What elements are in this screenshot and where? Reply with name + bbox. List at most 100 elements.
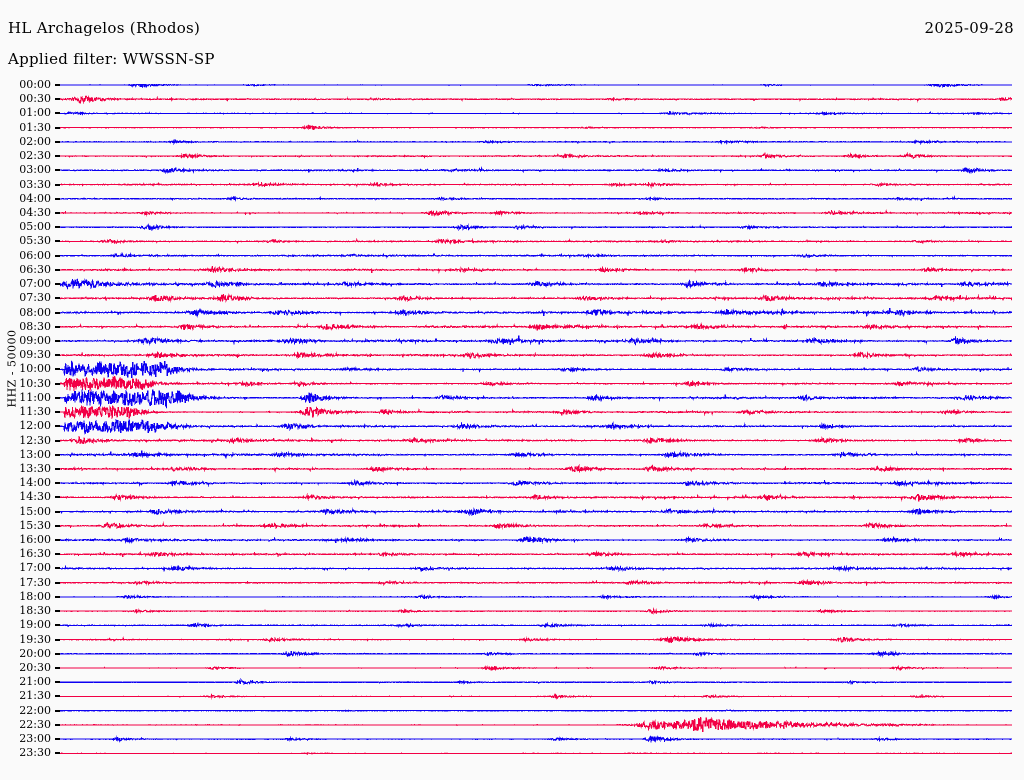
time-axis-tick (55, 112, 60, 115)
time-axis-tick (55, 439, 60, 442)
time-axis-tick (55, 140, 60, 143)
time-axis-tick (55, 453, 60, 456)
time-axis-tick (55, 667, 60, 670)
helicorder-plot (60, 84, 1015, 776)
waveform-trace (60, 181, 1012, 189)
waveform-trace (60, 376, 1012, 392)
waveform-trace (60, 436, 1012, 445)
time-axis: 00:00 00:30 01:00 01:30 02:00 02:30 03:00 03:30… (0, 79, 60, 774)
waveform-trace (60, 709, 1012, 712)
time-axis-tick (55, 652, 60, 655)
time-axis-label: 22:30 (19, 717, 51, 731)
waveform-trace (60, 621, 1012, 629)
time-axis-label: 05:00 (19, 220, 51, 234)
waveform-trace (60, 735, 1012, 743)
time-axis-tick (55, 169, 60, 172)
time-axis-label: 23:30 (19, 746, 51, 760)
time-axis-tick (55, 126, 60, 129)
time-axis-label: 07:30 (19, 291, 51, 305)
time-axis-tick (55, 339, 60, 342)
time-axis-label: 10:30 (19, 376, 51, 390)
time-axis-label: 00:30 (19, 92, 51, 106)
waveform-trace (60, 692, 1012, 700)
time-axis-tick (55, 411, 60, 414)
time-axis-label: 14:00 (19, 476, 51, 490)
waveform-trace (60, 335, 1012, 346)
time-axis-label: 06:30 (19, 262, 51, 276)
waveform-trace (60, 252, 1012, 259)
waveform-trace (60, 350, 1012, 360)
waveform-trace (60, 564, 1012, 573)
time-axis-label: 01:00 (19, 106, 51, 120)
time-axis-label: 03:30 (19, 177, 51, 191)
time-axis-tick (55, 539, 60, 542)
time-axis-tick (55, 553, 60, 556)
waveform-trace (60, 463, 1012, 474)
time-axis-tick (55, 297, 60, 300)
time-axis-tick (55, 325, 60, 328)
time-axis-label: 19:00 (19, 618, 51, 632)
time-axis-label: 08:30 (19, 319, 51, 333)
time-axis-label: 04:00 (19, 191, 51, 205)
time-axis-label: 08:00 (19, 305, 51, 319)
time-axis-label: 02:30 (19, 149, 51, 163)
time-axis-label: 22:00 (19, 703, 51, 717)
time-axis-tick (55, 510, 60, 513)
time-axis-tick (55, 567, 60, 570)
time-axis-tick (55, 496, 60, 499)
time-axis-tick (55, 311, 60, 314)
time-axis-label: 01:30 (19, 120, 51, 134)
time-axis-tick (55, 595, 60, 598)
waveform-trace (60, 650, 1012, 658)
time-axis-tick (55, 482, 60, 485)
waveform-trace (60, 635, 1012, 644)
time-axis-tick (55, 709, 60, 712)
time-axis-label: 05:30 (19, 234, 51, 248)
waveform-trace (60, 549, 1012, 559)
time-axis-tick (55, 610, 60, 613)
time-axis-label: 18:30 (19, 604, 51, 618)
time-axis-tick (55, 240, 60, 243)
waveform-trace (60, 405, 1012, 419)
time-axis-label: 16:00 (19, 533, 51, 547)
time-axis-label: 09:30 (19, 348, 51, 362)
time-axis-label: 13:30 (19, 461, 51, 475)
waveform-canvas (60, 84, 1012, 756)
time-axis-label: 11:00 (19, 390, 51, 404)
waveform-trace (60, 138, 1012, 146)
time-axis-tick (55, 425, 60, 428)
waveform-trace (60, 360, 1012, 378)
time-axis-label: 20:30 (19, 661, 51, 675)
time-axis-tick (55, 98, 60, 101)
time-axis-label: 23:00 (19, 732, 51, 746)
time-axis-label: 20:00 (19, 646, 51, 660)
waveform-trace (60, 450, 1012, 459)
time-axis-label: 00:00 (19, 78, 51, 91)
time-axis-tick (55, 283, 60, 286)
time-axis-tick (55, 738, 60, 741)
time-axis-tick (55, 524, 60, 527)
time-axis-label: 12:30 (19, 433, 51, 447)
time-axis-label: 17:30 (19, 575, 51, 589)
waveform-trace (60, 507, 1012, 517)
time-axis-label: 09:00 (19, 333, 51, 347)
time-axis-label: 13:00 (19, 447, 51, 461)
time-axis-tick (55, 226, 60, 229)
time-axis-label: 06:00 (19, 248, 51, 262)
time-axis-label: 07:00 (19, 277, 51, 291)
time-axis-tick (55, 197, 60, 200)
time-axis-label: 21:30 (19, 689, 51, 703)
time-axis-tick (55, 155, 60, 158)
waveform-trace (60, 493, 1012, 502)
time-axis-label: 15:30 (19, 518, 51, 532)
time-axis-tick (55, 467, 60, 470)
waveform-trace (60, 478, 1012, 488)
waveform-trace (60, 209, 1012, 217)
time-axis-label: 15:00 (19, 504, 51, 518)
time-axis-label: 16:30 (19, 547, 51, 561)
time-axis-tick (55, 382, 60, 385)
waveform-trace (60, 593, 1012, 602)
time-axis-tick (55, 624, 60, 627)
waveform-trace (60, 418, 1012, 435)
